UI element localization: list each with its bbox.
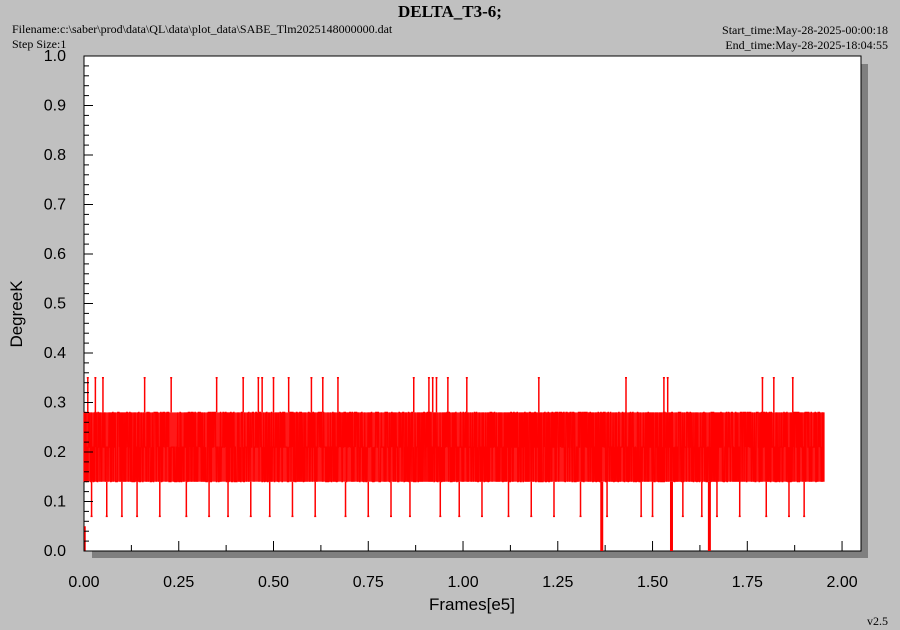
x-tick-label: 1.75 bbox=[732, 574, 763, 591]
y-tick-label: 0.2 bbox=[44, 444, 66, 461]
x-tick-label: 0.25 bbox=[163, 574, 194, 591]
y-tick-label: 0.4 bbox=[44, 345, 66, 362]
series-layer bbox=[83, 377, 825, 551]
y-tick-label: 0.3 bbox=[44, 395, 66, 412]
x-axis-title: Frames[e5] bbox=[429, 595, 515, 614]
version-label: v2.5 bbox=[867, 614, 888, 628]
step-size-label: Step Size:1 bbox=[12, 37, 67, 51]
y-tick-label: 0.5 bbox=[44, 296, 66, 313]
x-tick-label: 1.50 bbox=[637, 574, 668, 591]
x-tick-label: 0.50 bbox=[258, 574, 289, 591]
series-band bbox=[84, 412, 824, 482]
x-tick-label: 0.00 bbox=[68, 574, 99, 591]
y-tick-label: 0.1 bbox=[44, 494, 66, 511]
y-tick-label: 0.0 bbox=[44, 543, 66, 560]
y-tick-label: 1.0 bbox=[44, 48, 66, 65]
y-tick-label: 0.7 bbox=[44, 197, 66, 214]
y-tick-label: 0.8 bbox=[44, 147, 66, 164]
x-tick-label: 2.00 bbox=[826, 574, 857, 591]
chart-title: DELTA_T3-6; bbox=[398, 2, 502, 21]
start-time-label: Start_time:May-28-2025-00:00:18 bbox=[722, 23, 888, 37]
x-tick-label: 1.00 bbox=[447, 574, 478, 591]
filename-label: Filename:c:\saber\prod\data\QL\data\plot… bbox=[12, 22, 393, 36]
y-axis-title: DegreeK bbox=[7, 280, 26, 348]
y-tick-label: 0.6 bbox=[44, 246, 66, 263]
x-tick-label: 0.75 bbox=[353, 574, 384, 591]
axes-layer: 0.0 0.1 0.2 0.3 0.4 0.5 0.6 0.7 0.8 0.9 1.0 0.00 0.2… bbox=[44, 48, 858, 591]
y-tick-label: 0.9 bbox=[44, 98, 66, 115]
x-tick-label: 1.25 bbox=[542, 574, 573, 591]
end-time-label: End_time:May-28-2025-18:04:55 bbox=[725, 38, 888, 52]
